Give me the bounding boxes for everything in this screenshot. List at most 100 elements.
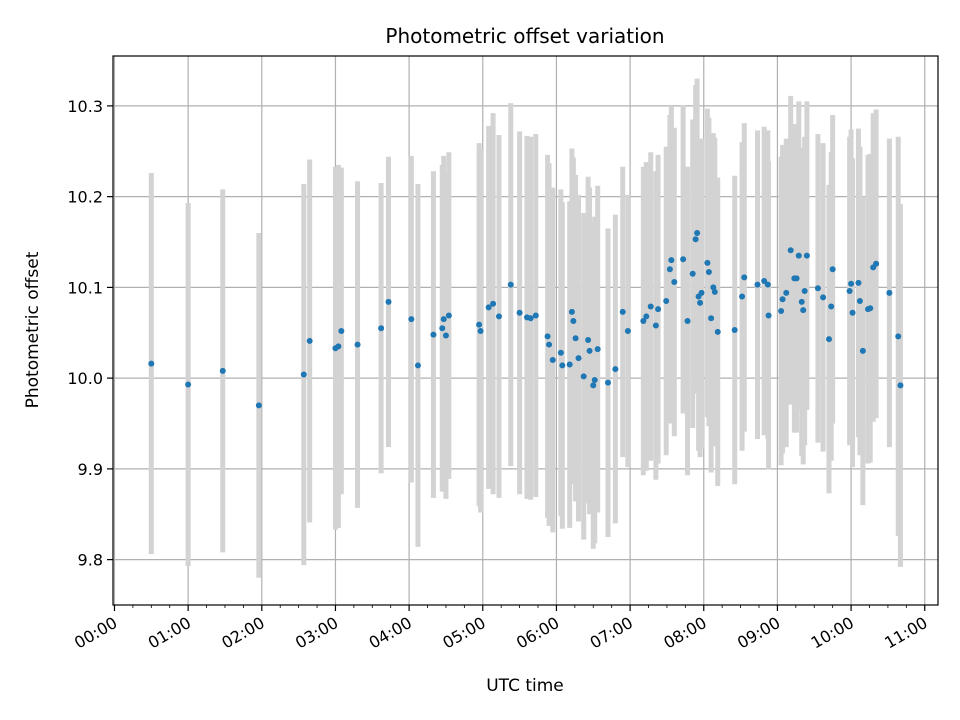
chart-title: Photometric offset variation [385, 24, 664, 48]
data-point [856, 298, 863, 305]
data-point [445, 312, 452, 319]
data-point [803, 252, 810, 259]
data-point [897, 382, 904, 389]
data-point [795, 252, 802, 259]
data-point [754, 281, 761, 288]
data-point [825, 336, 832, 343]
data-point [624, 327, 631, 334]
data-point [801, 288, 808, 295]
data-point [378, 325, 385, 332]
data-point [680, 256, 687, 263]
data-point [414, 362, 421, 369]
data-point [886, 289, 893, 296]
data-point [873, 260, 880, 267]
data-point [714, 328, 721, 335]
data-point [829, 266, 836, 273]
data-point [761, 278, 768, 285]
data-point [219, 367, 226, 374]
data-point [477, 327, 484, 334]
data-point [764, 281, 771, 288]
data-point [440, 316, 447, 323]
data-point [895, 333, 902, 340]
data-point [828, 303, 835, 310]
data-point [694, 229, 701, 236]
data-point [655, 306, 662, 313]
data-point [741, 274, 748, 281]
y-tick-label: 10.3 [67, 97, 103, 116]
data-point [848, 280, 855, 287]
data-point [549, 356, 556, 363]
data-point [820, 294, 827, 301]
data-point [692, 236, 699, 243]
data-point [619, 308, 626, 315]
data-point [568, 308, 575, 315]
data-point [783, 289, 790, 296]
data-point [586, 347, 593, 354]
y-tick-label: 10.0 [67, 369, 103, 388]
data-point [507, 281, 514, 288]
plot-frame [112, 55, 939, 606]
data-point [793, 275, 800, 282]
data-point [430, 331, 437, 338]
data-point [385, 298, 392, 305]
data-point [148, 360, 155, 367]
data-point [689, 270, 696, 277]
data-point [335, 343, 342, 350]
data-point [306, 337, 313, 344]
data-point [572, 335, 579, 342]
data-point [546, 341, 553, 348]
data-points [148, 229, 904, 409]
data-point [557, 349, 564, 356]
data-point [476, 321, 483, 328]
data-point [490, 300, 497, 307]
data-point [731, 327, 738, 334]
data-point [778, 307, 785, 314]
data-point [798, 298, 805, 305]
data-point [559, 362, 566, 369]
data-point [442, 332, 449, 339]
data-point [697, 299, 704, 306]
data-point [185, 381, 192, 388]
data-point [684, 317, 691, 324]
data-point [704, 259, 711, 266]
y-axis-label: Photometric offset [23, 251, 43, 408]
data-point [710, 284, 717, 291]
data-point [612, 366, 619, 373]
data-point [300, 371, 307, 378]
data-point [708, 315, 715, 322]
data-point [570, 317, 577, 324]
data-point [495, 313, 502, 320]
data-point [585, 337, 592, 344]
data-point [439, 325, 446, 332]
data-point [408, 316, 415, 323]
data-point [855, 279, 862, 286]
data-point [640, 317, 647, 324]
data-point [532, 312, 539, 319]
data-point [698, 289, 705, 296]
x-axis-label: UTC time [486, 676, 564, 696]
y-tick-label: 9.9 [78, 460, 103, 479]
data-point [800, 307, 807, 314]
y-tick-label: 9.8 [78, 551, 103, 570]
data-point [711, 288, 718, 295]
data-point [779, 296, 786, 303]
data-point [846, 288, 853, 295]
data-point [666, 266, 673, 273]
data-point [566, 361, 573, 368]
data-point [663, 298, 670, 305]
y-axis-ticks: 9.8 9.9 10.0 10.1 10.2 10.3 [67, 97, 113, 570]
data-point [867, 305, 874, 312]
data-point [354, 341, 361, 348]
data-point [580, 373, 587, 380]
data-point [590, 382, 597, 389]
data-point [527, 315, 534, 322]
data-point [814, 285, 821, 292]
data-point [765, 312, 772, 319]
data-point [591, 376, 598, 383]
data-point [575, 355, 582, 362]
data-point [787, 247, 794, 254]
data-point [671, 278, 678, 285]
data-point [605, 379, 611, 386]
data-point [544, 333, 551, 340]
